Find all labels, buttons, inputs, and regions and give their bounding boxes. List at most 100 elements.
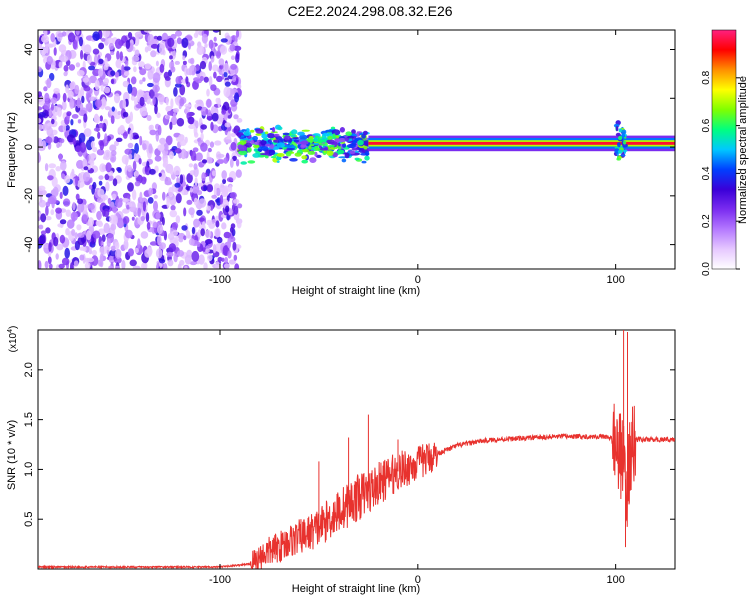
transition-blob (270, 156, 277, 159)
noise-blob (77, 236, 85, 246)
noise-blob (59, 138, 65, 144)
noise-blob (212, 30, 220, 33)
noise-blob (61, 257, 70, 266)
noise-blob (206, 205, 211, 211)
transition-blob (272, 126, 276, 133)
noise-blob (139, 68, 147, 76)
noise-blob (203, 76, 209, 83)
noise-blob (170, 205, 176, 211)
noise-blob (171, 222, 179, 230)
transition-blob (276, 156, 281, 161)
noise-blob (208, 61, 212, 72)
noise-blob (134, 31, 143, 38)
noise-blob (203, 262, 208, 269)
noise-blob (149, 168, 156, 175)
noise-blob (193, 197, 198, 206)
transition-blob (309, 157, 317, 164)
noise-blob (60, 160, 67, 171)
noise-blob (133, 66, 137, 73)
noise-blob (39, 195, 43, 203)
noise-blob (208, 39, 214, 49)
noise-blob (200, 142, 208, 152)
snr-scale-text: (x10 (8, 332, 19, 352)
noise-blob (114, 71, 120, 78)
noise-blob (226, 177, 234, 183)
transition-blob (317, 139, 324, 144)
noise-blob (75, 175, 79, 187)
noise-blob (74, 232, 78, 240)
noise-blob (185, 76, 189, 85)
noise-blob (224, 139, 232, 144)
noise-blob (231, 80, 239, 86)
noise-blob (101, 234, 106, 242)
noise-blob (80, 86, 85, 98)
noise-blob (38, 260, 42, 269)
noise-blob (205, 248, 210, 253)
noise-blob (159, 242, 167, 250)
disturbance-blob (617, 142, 621, 148)
transition-blob (273, 146, 280, 150)
noise-blob (45, 43, 49, 54)
noise-blob (223, 86, 231, 98)
noise-blob (215, 97, 220, 104)
transition-blob (313, 138, 318, 142)
noise-blob (177, 263, 182, 269)
snr-frame (37, 329, 676, 570)
noise-blob (81, 95, 85, 104)
colorbar-tick-label: 0.6 (701, 118, 712, 132)
spectrogram-panel: -100 0 100 -40 -20 0 20 40 Height of straight l… (6, 29, 676, 297)
noise-blob (96, 149, 105, 156)
noise-blob (191, 226, 196, 235)
noise-blob (96, 210, 102, 221)
noise-blob (181, 37, 189, 48)
noise-blob (223, 71, 228, 78)
transition-blob (252, 135, 258, 141)
noise-blob (166, 115, 170, 120)
noise-blob (88, 96, 97, 102)
noise-blob (207, 147, 212, 153)
transition-blob (307, 150, 316, 155)
noise-blob (50, 103, 55, 111)
noise-blob (149, 124, 154, 130)
noise-blob (190, 150, 197, 161)
noise-blob (179, 174, 184, 185)
noise-blob (63, 65, 69, 72)
noise-blob (62, 198, 71, 207)
disturbance-blob (623, 140, 627, 145)
noise-blob (111, 193, 117, 200)
noise-blob (86, 257, 95, 263)
transition-blob (266, 133, 275, 139)
noise-blob (149, 129, 157, 136)
noise-blob (71, 114, 79, 119)
noise-blob (155, 248, 163, 259)
noise-blob (38, 112, 46, 118)
noise-blob (38, 118, 42, 124)
noise-blob (165, 135, 173, 146)
noise-blob (93, 115, 101, 124)
noise-blob (91, 249, 97, 256)
noise-blob (182, 60, 187, 65)
noise-blob (143, 30, 152, 33)
snr-xlabel: Height of straight line (km) (292, 583, 420, 595)
noise-blob (221, 222, 227, 230)
noise-blob (130, 86, 138, 98)
transition-blob (341, 158, 347, 163)
transition-blob (265, 143, 271, 147)
noise-blob (121, 64, 125, 75)
transition-blob (241, 135, 245, 138)
colorbar-gradient (711, 29, 737, 270)
noise-blob (209, 141, 215, 148)
noise-blob (43, 86, 48, 92)
transition-blob (276, 153, 285, 157)
noise-blob (127, 182, 134, 192)
transition-blob (354, 157, 360, 161)
transition-blob (309, 144, 315, 147)
noise-blob (59, 219, 67, 225)
noise-blob (153, 200, 158, 212)
noise-blob (82, 77, 89, 83)
noise-blob (159, 258, 166, 264)
transition-blob (259, 153, 267, 156)
transition-blob (332, 133, 336, 139)
noise-blob (152, 96, 156, 106)
noise-blob (204, 229, 212, 238)
